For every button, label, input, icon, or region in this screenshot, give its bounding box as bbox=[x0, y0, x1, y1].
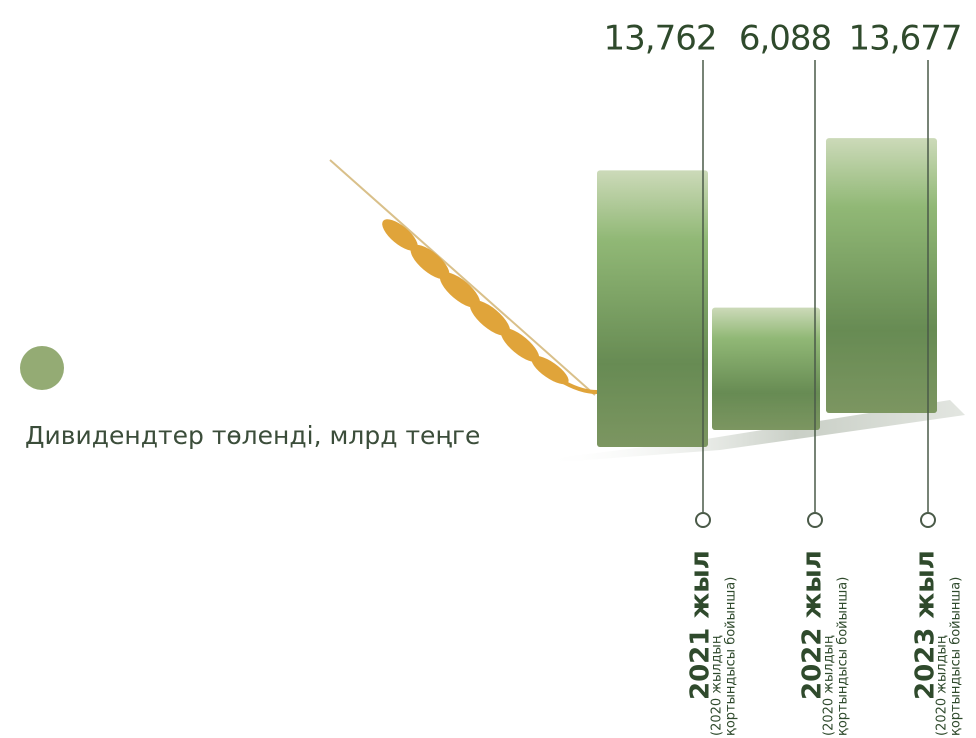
legend-marker bbox=[20, 346, 64, 390]
category-note: (2020 жылдың bbox=[935, 635, 950, 736]
category-label: 2022 жыл bbox=[798, 550, 828, 700]
floor-shadow bbox=[540, 400, 965, 462]
value-label: 6,088 bbox=[739, 19, 831, 59]
leader-dot bbox=[807, 512, 823, 528]
bar-shade bbox=[826, 138, 937, 414]
bar-shade bbox=[597, 170, 708, 448]
category-note: (2020 жылдың bbox=[710, 635, 725, 736]
leader-dot bbox=[695, 512, 711, 528]
legend-label: Дивидендтер төленді, млрд теңге bbox=[25, 421, 480, 450]
wheat-decoration bbox=[329, 159, 598, 396]
bar bbox=[597, 170, 708, 448]
category-label: 2023 жыл bbox=[911, 550, 941, 700]
value-label: 13,677 bbox=[849, 19, 962, 59]
bar-shade bbox=[712, 307, 820, 430]
category-note: қортындысы бойынша) bbox=[836, 577, 851, 736]
category-note: қортындысы бойынша) bbox=[949, 577, 964, 736]
category-label: 2021 жыл bbox=[686, 550, 716, 700]
bar bbox=[826, 138, 937, 414]
category-note: (2020 жылдың bbox=[822, 635, 837, 736]
leader-dot bbox=[920, 512, 936, 528]
value-label: 13,762 bbox=[604, 19, 717, 59]
category-note: қортындысы бойынша) bbox=[724, 577, 739, 736]
bar bbox=[712, 307, 820, 430]
